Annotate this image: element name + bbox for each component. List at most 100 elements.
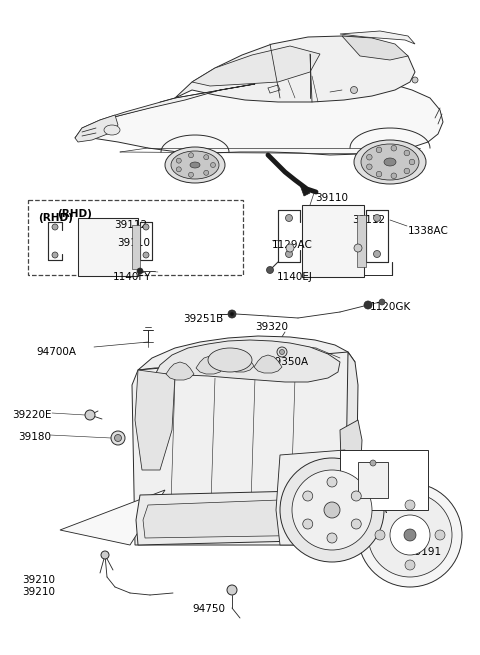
Ellipse shape xyxy=(208,348,252,372)
Circle shape xyxy=(376,172,382,177)
Polygon shape xyxy=(192,46,320,86)
Circle shape xyxy=(227,585,237,595)
Polygon shape xyxy=(342,36,408,60)
Circle shape xyxy=(358,483,462,587)
Circle shape xyxy=(286,250,292,257)
Circle shape xyxy=(176,167,181,172)
Polygon shape xyxy=(75,77,443,155)
Circle shape xyxy=(204,170,209,176)
Circle shape xyxy=(189,153,193,158)
Text: 1140FY: 1140FY xyxy=(113,272,152,282)
Circle shape xyxy=(279,350,285,354)
Text: 1120GK: 1120GK xyxy=(370,302,411,312)
Circle shape xyxy=(368,493,452,577)
Text: 1129AC: 1129AC xyxy=(272,240,313,250)
Text: 39110: 39110 xyxy=(117,238,150,248)
Polygon shape xyxy=(340,31,415,44)
Ellipse shape xyxy=(354,140,426,184)
Circle shape xyxy=(373,250,381,257)
Text: 94750: 94750 xyxy=(192,604,225,614)
Circle shape xyxy=(351,491,361,501)
Bar xyxy=(340,450,428,510)
Circle shape xyxy=(286,214,292,221)
Text: 39210: 39210 xyxy=(22,575,55,585)
Text: 39112: 39112 xyxy=(352,215,385,225)
Circle shape xyxy=(277,347,287,357)
Circle shape xyxy=(404,168,409,174)
Circle shape xyxy=(292,470,372,550)
Ellipse shape xyxy=(361,144,419,180)
Circle shape xyxy=(354,244,362,252)
Text: 39190: 39190 xyxy=(354,460,387,470)
Text: 39350A: 39350A xyxy=(268,357,308,367)
Polygon shape xyxy=(226,354,254,372)
Text: 39210: 39210 xyxy=(22,587,55,597)
Circle shape xyxy=(101,551,109,559)
Polygon shape xyxy=(135,370,175,470)
Polygon shape xyxy=(75,84,255,138)
Circle shape xyxy=(350,86,358,94)
Circle shape xyxy=(351,519,361,529)
Polygon shape xyxy=(340,420,362,495)
Circle shape xyxy=(303,491,313,501)
Polygon shape xyxy=(132,352,348,545)
Circle shape xyxy=(137,268,143,274)
Circle shape xyxy=(228,310,236,318)
Bar xyxy=(78,218,138,276)
Ellipse shape xyxy=(171,151,219,179)
Text: 39220E: 39220E xyxy=(12,410,51,420)
Circle shape xyxy=(412,77,418,83)
Polygon shape xyxy=(276,450,348,545)
Circle shape xyxy=(204,155,209,160)
Circle shape xyxy=(266,267,274,274)
Circle shape xyxy=(373,214,381,221)
Polygon shape xyxy=(196,356,224,374)
Circle shape xyxy=(370,460,376,466)
Ellipse shape xyxy=(384,158,396,166)
Text: 1140EJ: 1140EJ xyxy=(277,272,313,282)
Circle shape xyxy=(111,431,125,445)
Polygon shape xyxy=(342,352,358,535)
Circle shape xyxy=(376,147,382,153)
Text: 39251B: 39251B xyxy=(183,314,223,324)
Text: 94700A: 94700A xyxy=(36,347,76,357)
Circle shape xyxy=(364,301,372,309)
Text: 39110: 39110 xyxy=(315,193,348,203)
Text: 1338AC: 1338AC xyxy=(408,226,449,236)
Text: 39320: 39320 xyxy=(255,322,288,332)
Text: (RHD): (RHD) xyxy=(38,213,73,223)
Circle shape xyxy=(367,155,372,160)
Circle shape xyxy=(189,172,193,178)
Bar xyxy=(302,205,364,277)
Polygon shape xyxy=(60,490,165,545)
Circle shape xyxy=(324,502,340,518)
Circle shape xyxy=(280,458,384,562)
Polygon shape xyxy=(166,362,194,380)
Polygon shape xyxy=(136,490,342,545)
Bar xyxy=(132,225,140,269)
Circle shape xyxy=(327,477,337,487)
Text: 39112: 39112 xyxy=(114,220,147,230)
Text: 39180: 39180 xyxy=(18,432,51,442)
Circle shape xyxy=(379,299,385,305)
Text: (RHD): (RHD) xyxy=(57,209,92,219)
Circle shape xyxy=(115,434,121,441)
Circle shape xyxy=(52,252,58,258)
Circle shape xyxy=(211,162,216,168)
Polygon shape xyxy=(254,355,282,373)
Ellipse shape xyxy=(165,147,225,183)
Polygon shape xyxy=(143,498,334,538)
Circle shape xyxy=(435,530,445,540)
Circle shape xyxy=(409,159,415,165)
Circle shape xyxy=(367,164,372,170)
Circle shape xyxy=(404,150,409,156)
Text: 39190A: 39190A xyxy=(347,505,387,515)
Circle shape xyxy=(303,519,313,529)
Polygon shape xyxy=(155,340,340,382)
Text: 39191: 39191 xyxy=(408,547,441,557)
Circle shape xyxy=(52,224,58,230)
Circle shape xyxy=(390,515,430,555)
Circle shape xyxy=(327,533,337,543)
Polygon shape xyxy=(138,336,355,375)
Circle shape xyxy=(391,173,396,179)
